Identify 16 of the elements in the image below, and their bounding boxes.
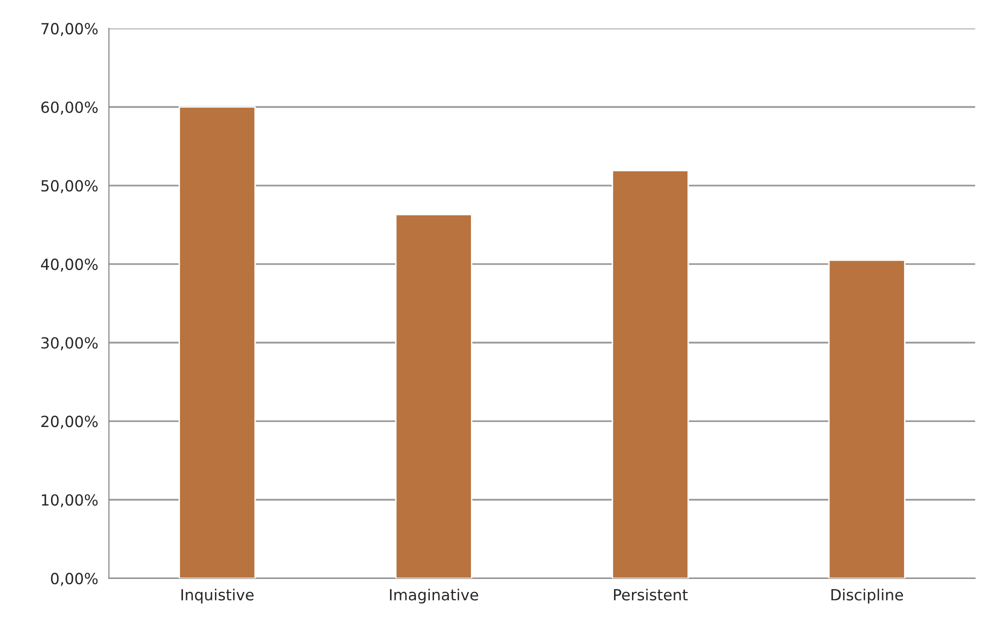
y-tick-label: 40,00% <box>40 258 98 272</box>
x-tick-label: Persistent <box>614 588 688 601</box>
x-tick-label: Imaginative <box>390 588 478 604</box>
y-tick-label: 10,00% <box>42 494 98 508</box>
bar <box>178 106 256 578</box>
y-tick-label: 70,00% <box>41 22 98 36</box>
y-tick-label: 50,00% <box>41 180 98 194</box>
y-tick-label: 20,00% <box>41 416 98 429</box>
y-tick-label: 0,00% <box>50 572 98 586</box>
bar <box>612 170 689 578</box>
y-tick-label: 60,00% <box>41 101 98 115</box>
y-tick-label: 30,00% <box>41 337 98 350</box>
bar <box>828 259 906 578</box>
x-tick-label: Discipline <box>831 588 903 604</box>
bar <box>395 214 472 578</box>
x-tick-label: Inquistive <box>181 588 254 604</box>
